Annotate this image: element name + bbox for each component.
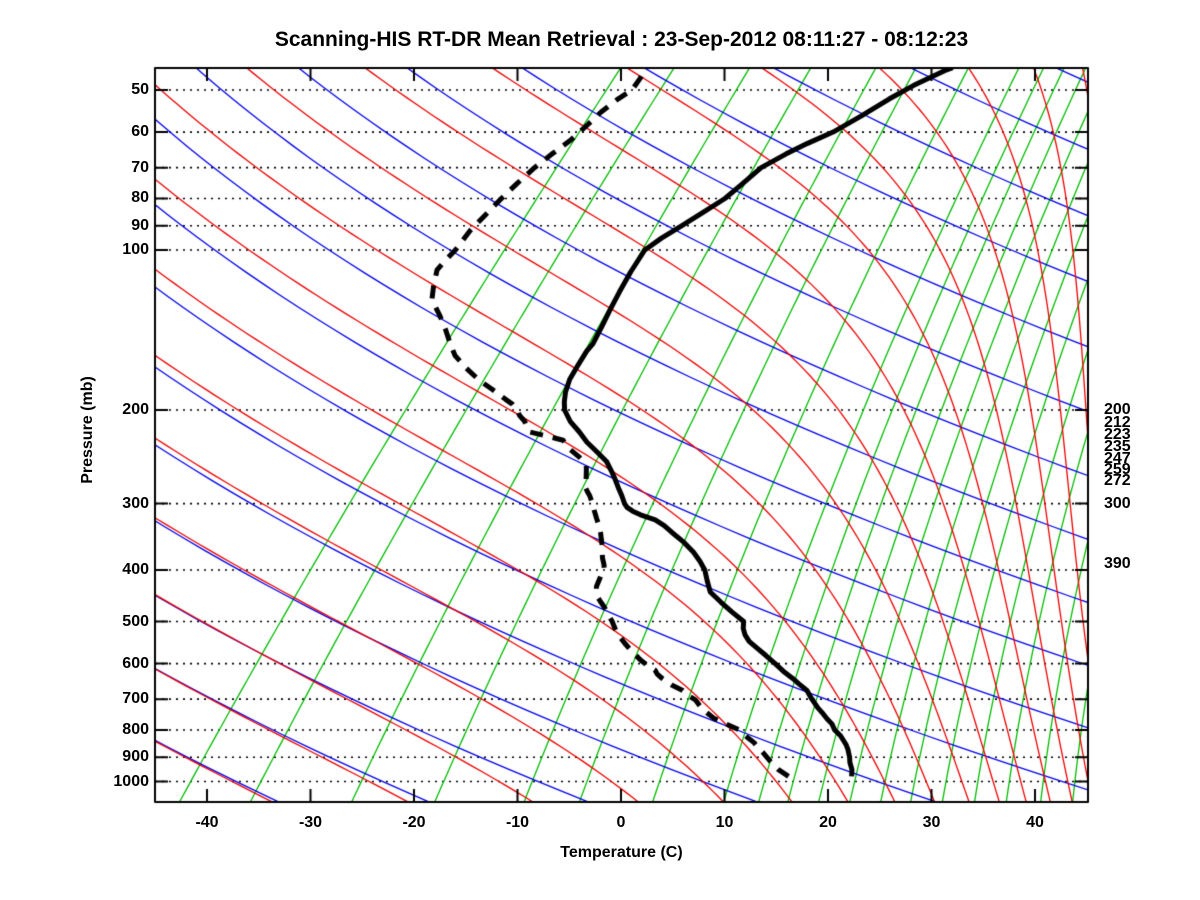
plot-title: Scanning-HIS RT-DR Mean Retrieval : 23-S… bbox=[274, 28, 969, 51]
temperature-tick-label: -40 bbox=[195, 814, 219, 831]
temperature-tick-label: 10 bbox=[715, 814, 734, 831]
pressure-tick-label: 100 bbox=[122, 241, 149, 258]
pressure-tick-label: 300 bbox=[122, 494, 149, 512]
right-pressure-label: 259 bbox=[1104, 460, 1131, 478]
right-pressure-label: 390 bbox=[1104, 555, 1131, 573]
right-pressure-label: 247 bbox=[1104, 449, 1131, 467]
pressure-tick-label: 1000 bbox=[113, 772, 149, 790]
pressure-tick-label: 60 bbox=[131, 123, 149, 141]
temperature-tick-label: -30 bbox=[298, 814, 323, 831]
pressure-tick-label: 70 bbox=[131, 158, 149, 176]
right-pressure-label: 223 bbox=[1104, 426, 1131, 444]
temperature-tick-label: 20 bbox=[819, 814, 837, 831]
pressure-tick-label: 200 bbox=[122, 400, 149, 418]
pressure-tick-label: 500 bbox=[122, 612, 149, 630]
temperature-tick-label: -20 bbox=[402, 814, 426, 831]
right-pressure-label: 235 bbox=[1104, 438, 1131, 456]
right-pressure-label: 200 bbox=[1104, 400, 1131, 418]
pressure-tick-label: 90 bbox=[131, 216, 149, 234]
temperature-tick-label: 0 bbox=[616, 814, 626, 831]
temperature-tick-label: 40 bbox=[1026, 814, 1044, 831]
pressure-tick-label: 800 bbox=[122, 720, 149, 738]
right-pressure-label: 300 bbox=[1104, 494, 1131, 512]
pressure-tick-label: 80 bbox=[131, 189, 149, 207]
right-pressure-label: 212 bbox=[1104, 414, 1131, 432]
pressure-tick-label: 50 bbox=[131, 81, 149, 98]
temperature-tick-label: 30 bbox=[922, 814, 941, 831]
pressure-tick-label: 900 bbox=[122, 748, 149, 766]
x-axis-label: Temperature (C) bbox=[560, 844, 683, 861]
pressure-tick-label: 700 bbox=[122, 690, 149, 708]
pressure-tick-label: 600 bbox=[122, 654, 149, 672]
pressure-tick-label: 400 bbox=[122, 560, 149, 578]
temperature-tick-label: -10 bbox=[505, 814, 530, 831]
right-pressure-label: 272 bbox=[1104, 471, 1131, 489]
